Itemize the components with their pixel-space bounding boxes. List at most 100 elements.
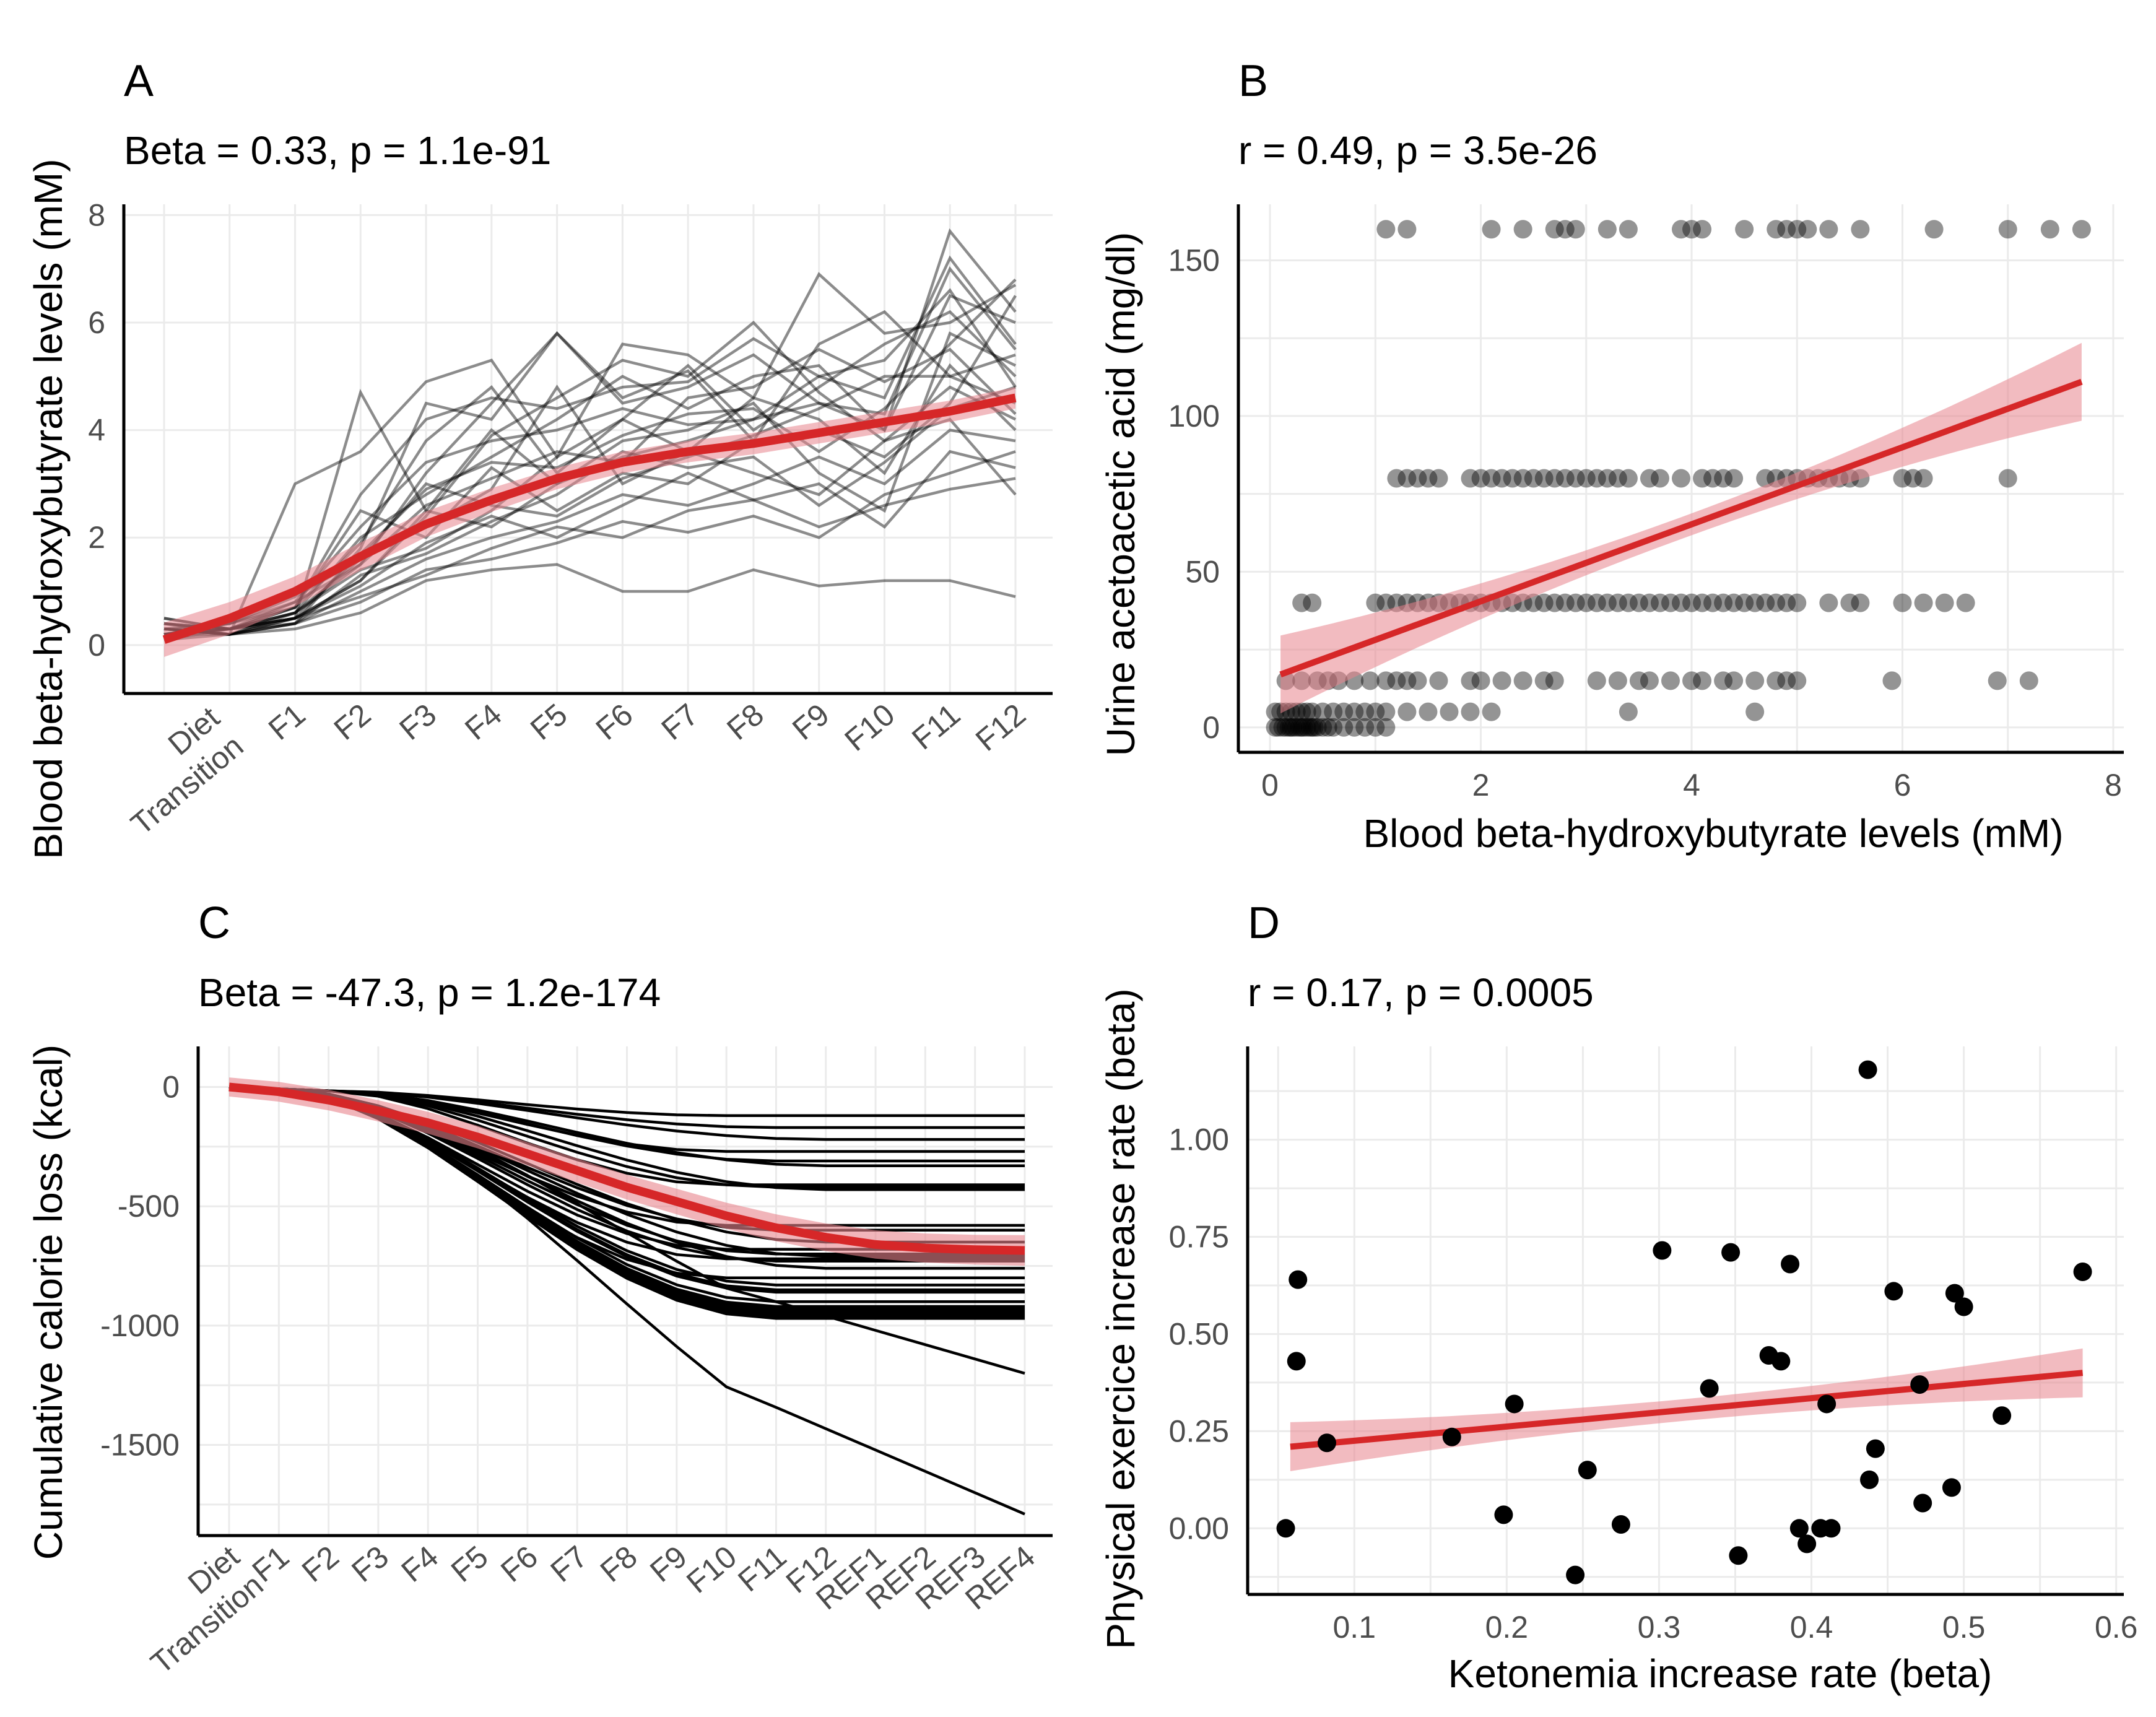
panel-b-point [1903,469,1923,488]
panel-b-point [1682,671,1702,690]
panel-d-point [1729,1546,1748,1565]
panel-c-stat: Beta = -47.3, p = 1.2e-174 [198,970,661,1015]
panel-b-point [1303,702,1322,721]
panel-d-point [1817,1394,1837,1414]
panel-b-point [1387,469,1406,488]
panel-d-y-tick: 0.50 [1169,1316,1229,1351]
panel-a-fit-line [162,393,1017,644]
panel-b-axes [1237,204,2124,754]
panel-a-y-tick: 2 [88,520,105,555]
panel-b-point [1597,469,1617,488]
panel-b-point [1693,671,1712,690]
panel-b-point [1819,220,1838,239]
panel-b-point [2072,220,2091,239]
panel-d-fit-line [1290,1370,2084,1450]
panel-b-point [1608,469,1627,488]
panel-a-subject-line [163,428,1016,636]
panel-b-point [1300,718,1319,737]
panel-b-point [1397,220,1417,239]
panel-b-point [1767,671,1786,690]
panel-b-point [1756,593,1775,612]
panel-d-point [1993,1406,2012,1425]
panel-d-y-ticks: 0.00 0.25 0.50 0.75 1.00 [1169,1123,1229,1546]
panel-b-point [1545,671,1564,690]
panel-b-point [1672,469,1690,488]
panel-b-point [1714,671,1733,690]
panel-b-point [1461,671,1480,690]
panel-a-axes [122,204,1053,695]
panel-d-point [1700,1379,1719,1398]
panel-d-point [1771,1352,1791,1371]
panel-b-y-label: Urine acetoacetic acid (mg/dl) [1098,232,1143,757]
panel-d-point [1276,1519,1295,1538]
panel-d-point [1781,1254,1800,1274]
panel-c-letter: C [198,898,230,948]
panel-b-point [1566,220,1585,239]
panel-b-point [1619,469,1638,488]
panel-b-point [1313,702,1332,721]
panel-b-point [1305,718,1324,737]
panel-b-point [1998,220,2017,239]
panel-b-point [1534,469,1554,488]
panel-b-point [1756,469,1775,488]
panel-b-point [1988,671,2007,690]
panel-b-point [1534,593,1554,612]
panel-d-point [1578,1461,1597,1480]
panel-b-stat: r = 0.49, p = 3.5e-26 [1238,128,1597,173]
panel-b-point [1545,469,1564,488]
panel-b-point [1788,671,1807,690]
panel-b-point [1284,718,1303,737]
panel-a-y-tick: 6 [88,305,105,340]
panel-c-fit-line [228,1082,1025,1255]
panel-c-fit [228,1077,1025,1266]
panel-b-point [1693,593,1712,612]
panel-a-grid [124,204,1053,693]
panel-c-y-tick: 0 [162,1070,180,1105]
panel-b-y-tick: 50 [1185,554,1220,589]
panel-d-x-tick: 0.3 [1638,1610,1681,1645]
panel-b-point [1555,593,1575,612]
panel-d-point [1789,1519,1809,1538]
panel-b-point [1545,593,1564,612]
panel-b-point [1555,469,1575,488]
panel-d-point [1289,1270,1308,1289]
panel-b-point [1419,469,1438,488]
panel-b-y-tick: 0 [1202,710,1220,745]
panel-b-point [1282,718,1301,737]
panel-b-point [1597,593,1617,612]
panel-d-point [1858,1060,1877,1079]
panel-d-point [1942,1478,1961,1497]
panel-b-point [1735,593,1754,612]
panel-d-point [1866,1439,1885,1458]
panel-b-point [1513,469,1532,488]
panel-b-point [1376,220,1396,239]
panel-b-point [1745,702,1765,721]
panel-b-point [1376,702,1396,721]
panel-d-x-tick: 0.6 [2095,1610,2138,1645]
panel-b-point [1324,718,1343,737]
panel-b-point [1524,469,1543,488]
panel-b-point [1767,220,1786,239]
panel-b-point [1703,593,1723,612]
panel-d-point [1945,1284,1964,1303]
panel-b-point [1724,671,1744,690]
panel-b-point [1266,718,1285,737]
panel-b-x-ticks: 0 2 4 6 8 [1261,768,2122,802]
panel-b-point [1503,469,1522,488]
panel-d-point [1442,1427,1461,1446]
panel-b-point [1555,220,1575,239]
panel-b-point [1566,469,1585,488]
panel-a-subject-line [163,272,1017,636]
panel-b-point [1893,593,1912,612]
panel-b-point [1767,593,1786,612]
panel-c-y-tick: -500 [118,1189,180,1224]
panel-b-point [1366,702,1385,721]
panel-b-point [1819,593,1838,612]
panel-b-point [1777,220,1796,239]
panel-b-point [1269,718,1288,737]
panel-b-point [1545,220,1564,239]
panel-b-point [1672,593,1690,612]
panel-b-grid [1238,204,2124,752]
panel-b-point [1482,702,1501,721]
panel-b-point [1279,718,1298,737]
